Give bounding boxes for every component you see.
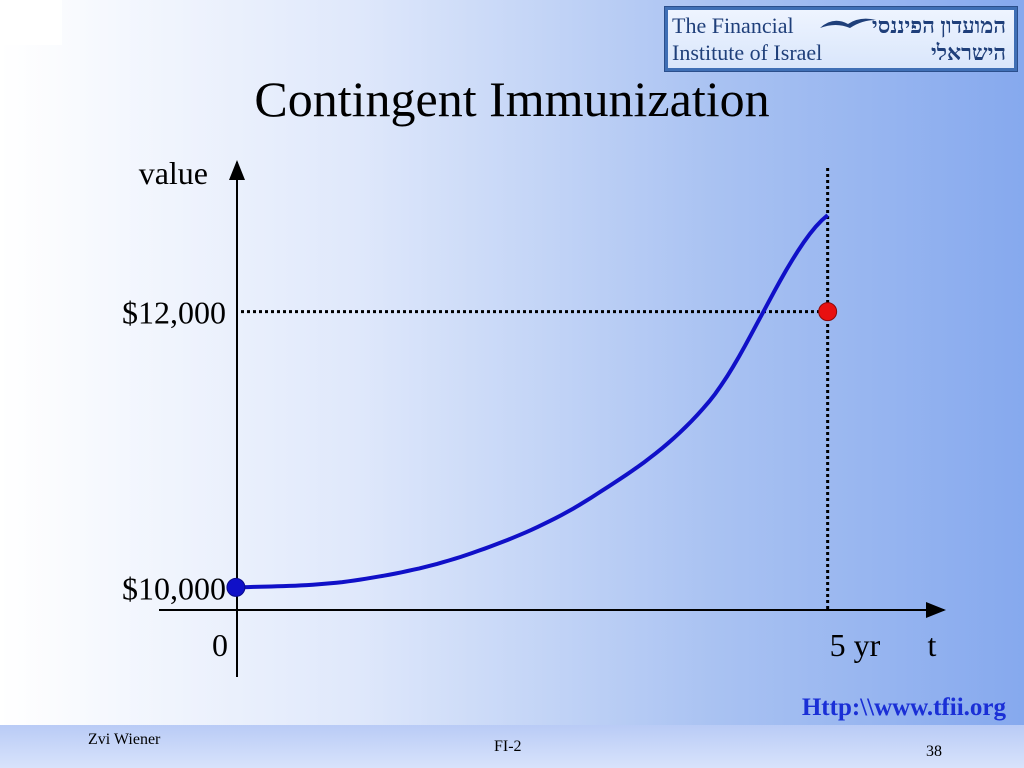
page-number: 38 <box>926 743 942 760</box>
footer-author: Zvi Wiener <box>88 731 161 748</box>
corner-box <box>0 0 62 45</box>
footer-band <box>0 725 1024 768</box>
logo-english-text: The Financial Institute of Israel <box>672 13 823 65</box>
y-tick-label: $10,000 <box>122 570 226 606</box>
logo: The Financial Institute of Israel המועדו… <box>664 6 1018 72</box>
x-tick-label: 5 yr <box>830 627 881 663</box>
start-point <box>226 577 246 597</box>
end-point <box>818 302 838 322</box>
x-tick-label: 0 <box>212 627 228 663</box>
logo-hebrew-text: המועדון הפיננסי הישראלי <box>871 13 1006 65</box>
value-curve <box>235 213 830 590</box>
website-link[interactable]: Http:\\www.tfii.org <box>801 694 1006 721</box>
footer-course: FI-2 <box>494 738 522 755</box>
x-axis-label: t <box>928 627 937 663</box>
logo-panel: The Financial Institute of Israel המועדו… <box>668 10 1014 68</box>
slide-title: Contingent Immunization <box>254 71 770 127</box>
seagull-icon <box>820 18 876 28</box>
y-tick-label: $12,000 <box>122 295 226 331</box>
y-axis-label: value <box>139 155 208 191</box>
